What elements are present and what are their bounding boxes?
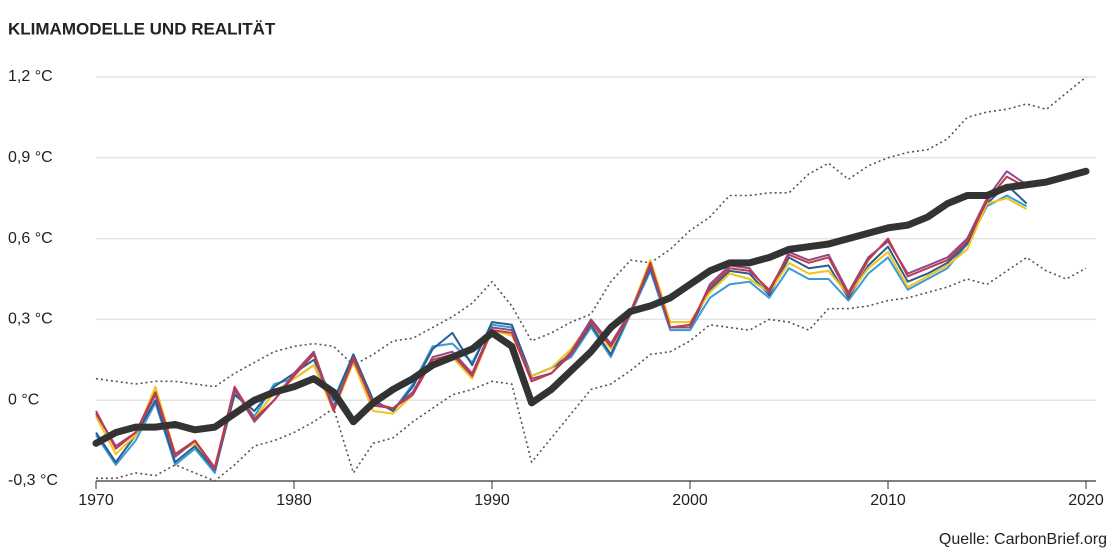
series-line [95, 194, 1028, 474]
series-line [95, 175, 1028, 469]
series-line [95, 170, 1028, 472]
x-tick-label: 1990 [474, 492, 510, 509]
y-tick-label: -0,3 °C [8, 472, 58, 489]
y-tick-label: 0,9 °C [8, 149, 53, 166]
y-tick-label: 0,3 °C [8, 311, 53, 328]
x-tick-label: 1980 [276, 492, 312, 509]
x-tick-label: 2000 [672, 492, 708, 509]
series-line [96, 256, 1087, 482]
x-tick-label: 2020 [1068, 492, 1104, 509]
series-line [92, 167, 1090, 447]
y-tick-label: 0 °C [8, 391, 39, 408]
chart-title: KLIMAMODELLE UND REALITÄT [8, 19, 276, 38]
source: Quelle: CarbonBrief.org [939, 531, 1107, 548]
x-tick-label: 1970 [78, 492, 114, 509]
y-tick-label: 1,2 °C [8, 68, 53, 85]
series-line [95, 76, 1087, 388]
x-tick-label: 2010 [870, 492, 906, 509]
y-tick-label: 0,6 °C [8, 230, 53, 247]
